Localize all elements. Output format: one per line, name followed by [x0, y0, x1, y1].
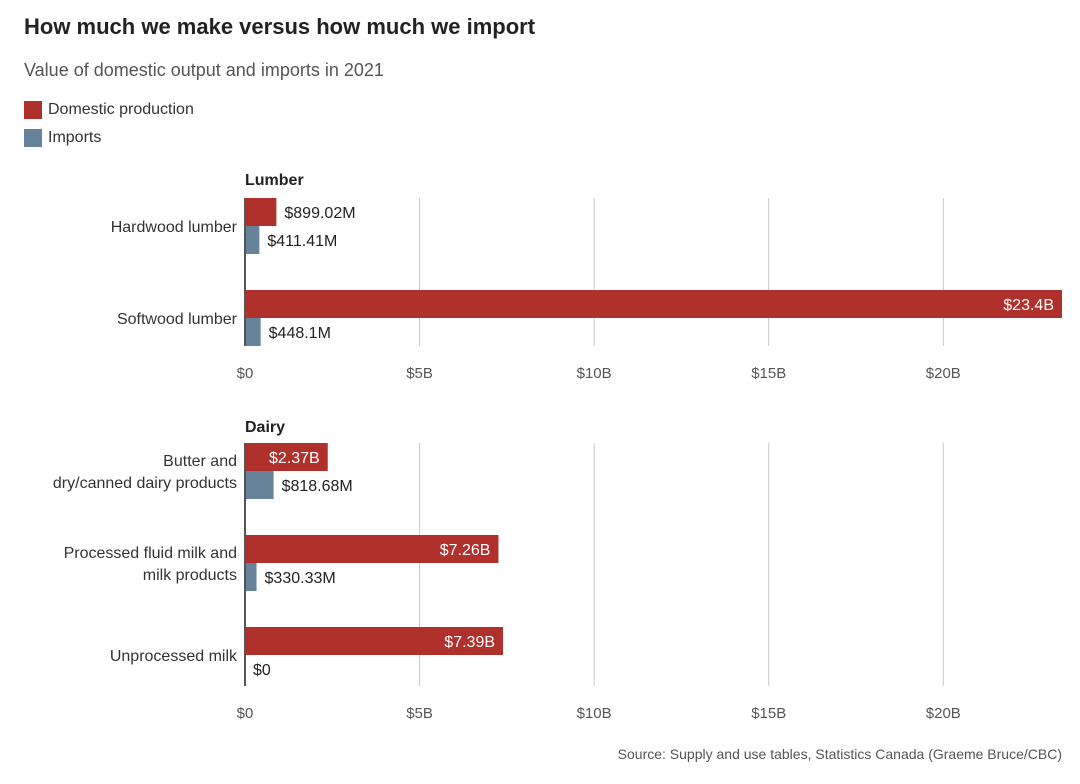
tick-label-dairy-2: $10B	[577, 705, 612, 722]
bar-imports-butter-and-dry-canned-dairy-products	[245, 471, 274, 499]
tick-label-lumber-4: $20B	[926, 365, 961, 382]
bar-domestic-processed-fluid-milk-and-milk-products	[245, 535, 499, 563]
category-label-softwood-lumber: Softwood lumber	[117, 311, 238, 328]
legend-label-imports: Imports	[48, 129, 102, 146]
data-label-domestic-softwood-lumber: $23.4B	[1003, 297, 1054, 314]
source-note: Source: Supply and use tables, Statistic…	[617, 746, 1062, 762]
data-label-imports-butter-and-dry-canned-dairy-products: $818.68M	[282, 478, 353, 495]
bar-imports-processed-fluid-milk-and-milk-products	[245, 563, 257, 591]
data-label-domestic-unprocessed-milk: $7.39B	[444, 634, 495, 651]
legend-label-domestic: Domestic production	[48, 101, 194, 118]
legend-item-imports: Imports	[24, 124, 194, 152]
tick-label-dairy-0: $0	[237, 705, 254, 722]
tick-label-lumber-3: $15B	[751, 365, 786, 382]
legend-swatch-domestic	[24, 101, 42, 119]
tick-label-dairy-1: $5B	[406, 705, 433, 722]
tick-label-dairy-4: $20B	[926, 705, 961, 722]
bar-domestic-butter-and-dry-canned-dairy-products	[245, 443, 328, 471]
tick-label-dairy-3: $15B	[751, 705, 786, 722]
category-label-butter-and-dry-canned-dairy-products-line1: Butter and	[163, 453, 237, 470]
data-label-domestic-hardwood-lumber: $899.02M	[284, 205, 355, 222]
chart-title: How much we make versus how much we impo…	[24, 14, 536, 39]
category-label-hardwood-lumber: Hardwood lumber	[111, 219, 238, 236]
bar-domestic-unprocessed-milk	[245, 627, 504, 655]
data-label-imports-hardwood-lumber: $411.41M	[267, 233, 337, 250]
tick-label-lumber-2: $10B	[577, 365, 612, 382]
legend-swatch-imports	[24, 129, 42, 147]
panel-title-dairy: Dairy	[245, 419, 285, 436]
category-label-processed-fluid-milk-and-milk-products-line1: Processed fluid milk and	[64, 545, 237, 562]
tick-label-lumber-0: $0	[237, 365, 254, 382]
tick-label-lumber-1: $5B	[406, 365, 433, 382]
data-label-imports-softwood-lumber: $448.1M	[269, 325, 331, 342]
bar-imports-softwood-lumber	[245, 318, 261, 346]
chart-subtitle: Value of domestic output and imports in …	[24, 60, 384, 80]
bar-domestic-hardwood-lumber	[245, 198, 277, 226]
category-label-processed-fluid-milk-and-milk-products-line2: milk products	[143, 567, 237, 584]
legend: Domestic production Imports	[24, 96, 194, 152]
bar-domestic-softwood-lumber	[245, 290, 1062, 318]
data-label-imports-processed-fluid-milk-and-milk-products: $330.33M	[265, 570, 336, 587]
bar-imports-hardwood-lumber	[245, 226, 260, 254]
panel-title-lumber: Lumber	[245, 172, 304, 189]
legend-item-domestic: Domestic production	[24, 96, 194, 124]
data-label-domestic-processed-fluid-milk-and-milk-products: $7.26B	[440, 542, 491, 559]
data-label-domestic-butter-and-dry-canned-dairy-products: $2.37B	[269, 450, 320, 467]
category-label-butter-and-dry-canned-dairy-products-line2: dry/canned dairy products	[53, 475, 237, 492]
data-label-imports-unprocessed-milk: $0	[253, 662, 271, 679]
category-label-unprocessed-milk: Unprocessed milk	[110, 648, 238, 665]
